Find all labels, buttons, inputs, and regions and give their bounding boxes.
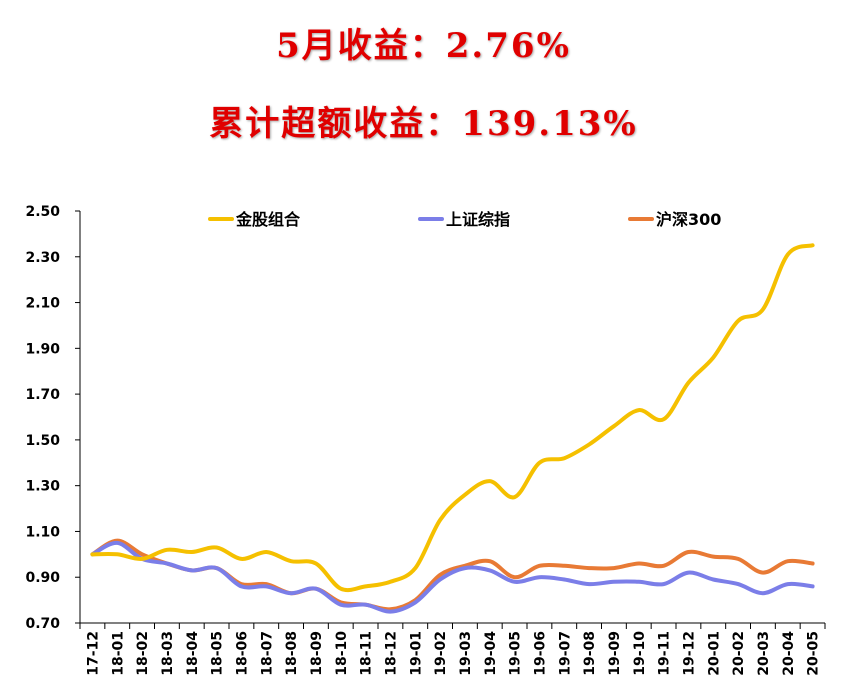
legend-label-0: 金股组合	[235, 210, 301, 229]
x-tick-label: 18-02	[135, 631, 151, 676]
x-tick-label: 18-11	[359, 631, 375, 676]
x-tick-label: 20-03	[756, 631, 772, 676]
x-tick-label: 19-01	[408, 631, 424, 676]
monthly-return-headline: 5月收益：2.76%	[276, 26, 571, 66]
x-tick-label: 19-06	[532, 631, 548, 676]
x-tick-label: 19-10	[632, 631, 648, 676]
x-tick-label: 19-11	[657, 631, 673, 676]
x-tick-label: 18-04	[185, 631, 201, 676]
series-line-1	[90, 540, 815, 614]
x-tick-label: 18-05	[210, 631, 226, 676]
y-tick-label: 1.50	[25, 433, 60, 449]
x-tick-label: 18-12	[383, 631, 399, 676]
y-tick-label: 2.10	[25, 296, 60, 312]
series-line-0	[90, 243, 815, 593]
y-tick-label: 1.90	[25, 341, 60, 357]
x-tick-label: 19-02	[433, 631, 449, 676]
x-tick-label: 18-07	[259, 631, 275, 676]
x-tick-label: 20-04	[781, 631, 797, 676]
y-tick-label: 1.10	[25, 524, 60, 540]
x-tick-label: 20-01	[706, 631, 722, 676]
y-tick-label: 2.30	[25, 250, 60, 266]
legend-label-2: 沪深300	[656, 210, 721, 229]
y-tick-label: 0.70	[25, 616, 60, 632]
x-tick-label: 19-12	[681, 631, 697, 676]
x-tick-label: 18-06	[234, 631, 250, 676]
x-tick-label: 19-08	[582, 631, 598, 676]
legend-label-1: 上证综指	[446, 210, 510, 229]
x-tick-label: 19-09	[607, 631, 623, 676]
x-tick-label: 19-07	[557, 631, 573, 676]
x-tick-label: 18-10	[334, 631, 350, 676]
x-tick-label: 19-03	[458, 631, 474, 676]
x-tick-label: 18-01	[110, 631, 126, 676]
x-tick-label: 20-05	[806, 631, 822, 676]
y-tick-label: 0.90	[25, 570, 60, 586]
y-tick-label: 2.50	[25, 204, 60, 220]
y-tick-label: 1.70	[25, 387, 60, 403]
x-tick-label: 20-02	[731, 631, 747, 676]
x-tick-label: 19-04	[483, 631, 499, 676]
cumulative-excess-headline: 累计超额收益：139.13%	[209, 104, 638, 144]
x-tick-label: 17-12	[85, 631, 101, 676]
x-tick-label: 18-09	[309, 631, 325, 676]
x-tick-label: 18-03	[160, 631, 176, 676]
x-tick-label: 19-05	[508, 631, 524, 676]
x-tick-label: 18-08	[284, 631, 300, 676]
y-tick-label: 1.30	[25, 479, 60, 495]
